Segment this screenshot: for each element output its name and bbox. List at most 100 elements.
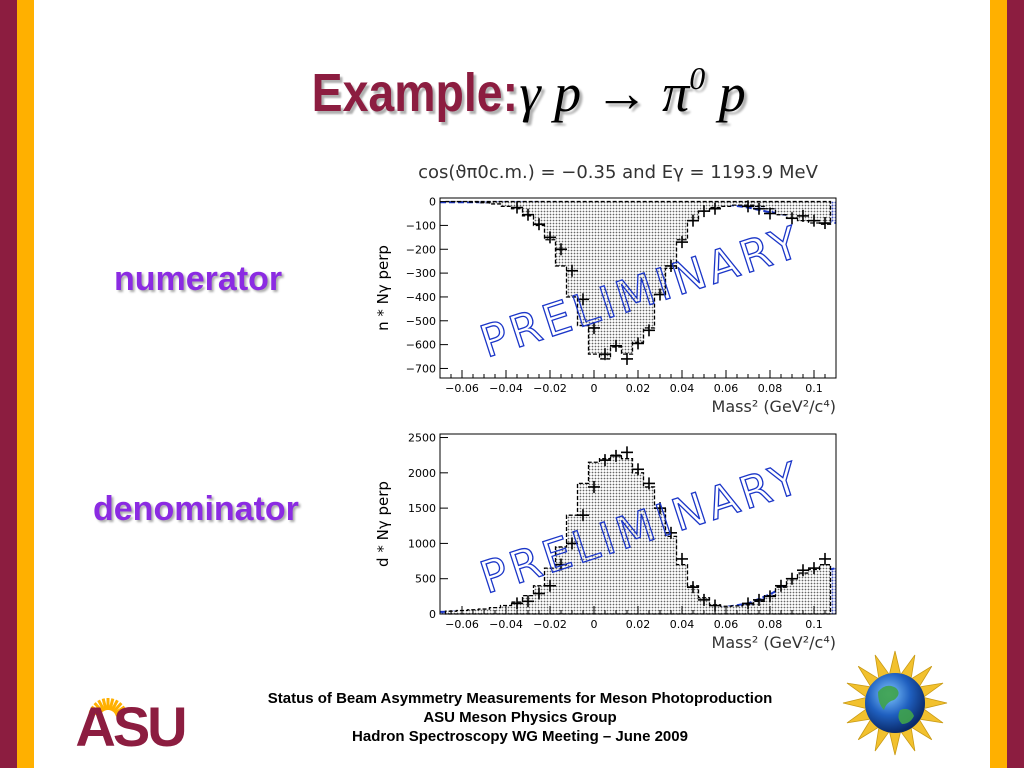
y-tick-label: 2500 xyxy=(408,432,436,445)
title-word: Example: xyxy=(311,63,519,123)
data-point xyxy=(665,259,677,272)
right-edge-gold xyxy=(990,0,1007,768)
x-tick-label: 0.1 xyxy=(805,382,823,395)
left-edge-gold xyxy=(17,0,34,768)
footer-line-1: Status of Beam Asymmetry Measurements fo… xyxy=(267,690,773,707)
numerator-label: numerator xyxy=(114,260,283,298)
x-tick-label: 0.08 xyxy=(758,618,783,631)
x-tick-label: 0 xyxy=(591,382,598,395)
numerator-chart: cos(ϑπ0c.m.) = −0.35 and Eγ = 1193.9 MeV… xyxy=(374,162,837,416)
asu-sun-ray xyxy=(110,699,119,712)
x-tick-label: 0.02 xyxy=(626,382,651,395)
data-point xyxy=(544,231,556,244)
globe-ray xyxy=(889,732,901,756)
data-point xyxy=(610,339,622,352)
data-point xyxy=(577,293,589,306)
data-point xyxy=(797,209,809,222)
x-tick-label: 0.04 xyxy=(670,382,695,395)
y-tick-label: 2000 xyxy=(408,467,436,480)
data-point xyxy=(676,236,688,249)
x-axis-label: Mass² (GeV²/c⁴) xyxy=(712,633,836,652)
asu-sun-ray xyxy=(108,698,115,711)
y-axis-label: d * Nγ perp xyxy=(374,481,392,567)
y-tick-label: −300 xyxy=(406,267,436,280)
y-tick-label: 1500 xyxy=(408,502,436,515)
y-tick-label: −100 xyxy=(406,219,436,232)
data-point xyxy=(797,564,809,577)
right-edge-maroon xyxy=(1007,0,1024,768)
left-edge-maroon xyxy=(0,0,17,768)
data-point xyxy=(566,264,578,277)
globe-ray xyxy=(889,650,901,674)
y-tick-label: −200 xyxy=(406,243,436,256)
data-point xyxy=(610,449,622,462)
data-point xyxy=(709,599,721,612)
data-point xyxy=(511,597,523,610)
y-tick-label: 1000 xyxy=(408,537,436,550)
x-tick-label: −0.06 xyxy=(445,618,479,631)
asu-sun-ray xyxy=(93,702,104,714)
y-tick-label: −600 xyxy=(406,339,436,352)
x-tick-label: −0.06 xyxy=(445,382,479,395)
chart-title: cos(ϑπ0c.m.) = −0.35 and Eγ = 1193.9 MeV xyxy=(418,162,818,183)
data-point xyxy=(621,446,633,459)
data-point xyxy=(566,537,578,550)
data-point xyxy=(511,201,523,214)
data-point xyxy=(687,214,699,227)
denominator-label: denominator xyxy=(93,490,299,528)
asu-sun-ray xyxy=(90,705,103,715)
data-point xyxy=(632,463,644,476)
y-tick-label: 0 xyxy=(429,196,436,209)
title-reaction-main: γ p → π xyxy=(519,63,690,123)
data-point xyxy=(522,595,534,608)
data-point xyxy=(643,324,655,337)
data-point xyxy=(742,597,754,610)
data-point xyxy=(764,207,776,220)
asu-sun-ray xyxy=(101,698,108,711)
data-point xyxy=(599,348,611,361)
data-point xyxy=(698,205,710,218)
globe-rays xyxy=(842,650,948,756)
globe-continents xyxy=(878,685,914,724)
globe-emblem-icon xyxy=(842,650,948,756)
slide-title: Example: γ p → π0 p xyxy=(0,62,1024,120)
x-tick-label: −0.02 xyxy=(533,382,567,395)
data-point xyxy=(764,590,776,603)
x-tick-label: 0.06 xyxy=(714,382,739,395)
asu-logo-text: ASU xyxy=(75,695,185,750)
data-point xyxy=(555,243,567,256)
data-point xyxy=(786,572,798,585)
x-tick-label: −0.02 xyxy=(533,618,567,631)
data-point xyxy=(533,218,545,231)
footer-line-2: ASU Meson Physics Group xyxy=(423,709,617,726)
y-tick-label: −400 xyxy=(406,291,436,304)
data-point xyxy=(577,509,589,522)
x-tick-label: 0.06 xyxy=(714,618,739,631)
denominator-chart: −0.06 −0.04 −0.02 0 0.02 0.04 0.06 0.08 0.1 0 500 1… xyxy=(374,432,837,652)
data-point xyxy=(665,526,677,539)
asu-sun-ray xyxy=(97,699,106,712)
y-axis-label: n * Nγ perp xyxy=(374,245,392,331)
y-tick-label: 0 xyxy=(429,608,436,621)
data-point xyxy=(676,552,688,565)
asu-sun-ray xyxy=(115,709,128,717)
data-point xyxy=(654,502,666,515)
data-point xyxy=(654,288,666,301)
data-point xyxy=(632,337,644,350)
data-point xyxy=(808,562,820,575)
data-point xyxy=(687,581,699,594)
data-point xyxy=(599,454,611,467)
asu-sun-ray xyxy=(112,702,123,714)
globe-ray xyxy=(842,697,866,709)
title-reaction-tail: p xyxy=(705,63,746,123)
x-tick-label: 0 xyxy=(591,618,598,631)
data-point xyxy=(588,321,600,334)
data-point xyxy=(544,579,556,592)
x-tick-label: −0.04 xyxy=(489,618,523,631)
data-point xyxy=(698,593,710,606)
asu-sunburst xyxy=(88,698,128,717)
asu-sun-ray xyxy=(113,705,126,715)
data-point xyxy=(819,552,831,565)
data-point xyxy=(709,202,721,215)
x-tick-label: 0.08 xyxy=(758,382,783,395)
